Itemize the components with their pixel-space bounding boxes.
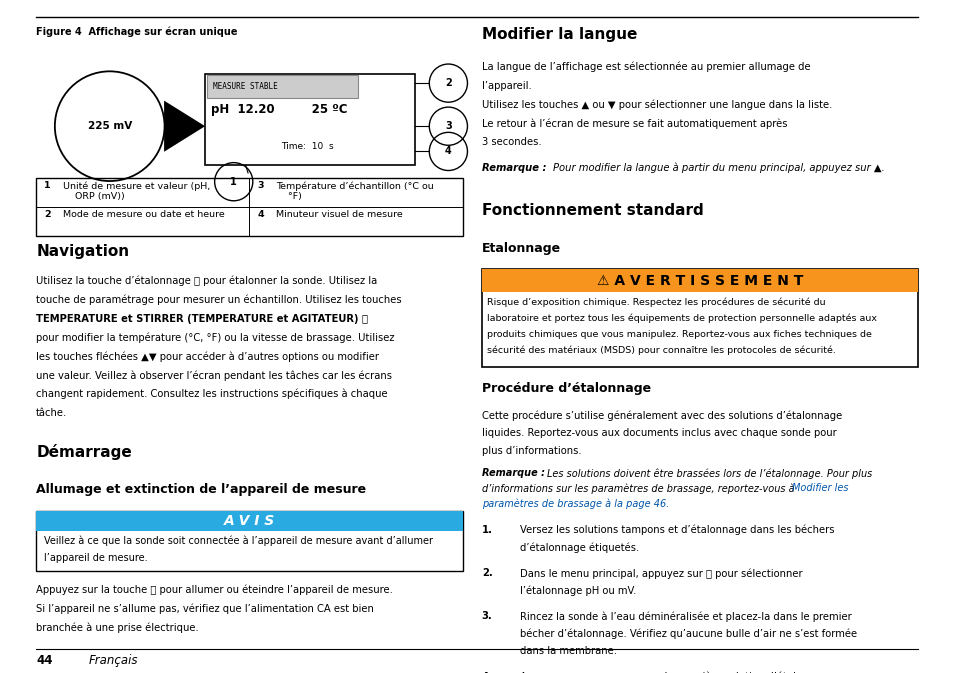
Text: une valeur. Veillez à observer l’écran pendant les tâches car les écrans: une valeur. Veillez à observer l’écran p… (36, 370, 392, 381)
Text: tâche.: tâche. (36, 408, 68, 418)
FancyBboxPatch shape (36, 511, 462, 531)
Text: Allumage et extinction de l’appareil de mesure: Allumage et extinction de l’appareil de … (36, 483, 366, 495)
Text: 44: 44 (36, 654, 52, 667)
Text: paramètres de brassage à la page 46.: paramètres de brassage à la page 46. (481, 498, 668, 509)
Text: touche de paramétrage pour mesurer un échantillon. Utilisez les touches: touche de paramétrage pour mesurer un éc… (36, 295, 401, 306)
Text: 2: 2 (444, 78, 452, 88)
Text: Etalonnage: Etalonnage (481, 242, 560, 255)
Text: Modifier la langue: Modifier la langue (481, 27, 637, 42)
Text: 4: 4 (257, 210, 263, 219)
Text: Navigation: Navigation (36, 244, 130, 258)
Text: Appuyez sur la touche ⏻ pour allumer ou éteindre l’appareil de mesure.: Appuyez sur la touche ⏻ pour allumer ou … (36, 585, 393, 596)
Text: l’appareil.: l’appareil. (481, 81, 531, 91)
Text: Veillez à ce que la sonde soit connectée à l’appareil de mesure avant d’allumer: Veillez à ce que la sonde soit connectée… (44, 535, 433, 546)
Text: dans la membrane.: dans la membrane. (519, 646, 617, 656)
Text: Mode de mesure ou date et heure: Mode de mesure ou date et heure (63, 210, 225, 219)
Text: 225 mV: 225 mV (88, 121, 132, 131)
Text: 4.: 4. (481, 672, 493, 673)
Text: 1.: 1. (481, 525, 493, 535)
Text: Cette procédure s’utilise généralement avec des solutions d’étalonnage: Cette procédure s’utilise généralement a… (481, 411, 841, 421)
Text: bécher d’étalonnage. Vérifiez qu’aucune bulle d’air ne s’est formée: bécher d’étalonnage. Vérifiez qu’aucune … (519, 629, 856, 639)
Text: branchée à une prise électrique.: branchée à une prise électrique. (36, 623, 199, 633)
Text: 4: 4 (444, 147, 452, 156)
Text: l’étalonnage pH ou mV.: l’étalonnage pH ou mV. (519, 586, 636, 596)
Text: d’étalonnage étiquetés.: d’étalonnage étiquetés. (519, 542, 639, 553)
Text: 2: 2 (44, 210, 51, 219)
Text: TEMPERATURE et STIRRER (TEMPERATURE et AGITATEUR) ᵮ: TEMPERATURE et STIRRER (TEMPERATURE et A… (36, 314, 368, 324)
Text: liquides. Reportez-vous aux documents inclus avec chaque sonde pour: liquides. Reportez-vous aux documents in… (481, 428, 836, 438)
Text: Français: Français (89, 654, 138, 667)
Text: Si l’appareil ne s’allume pas, vérifiez que l’alimentation CA est bien: Si l’appareil ne s’allume pas, vérifiez … (36, 604, 374, 614)
Text: 3: 3 (257, 181, 263, 190)
Text: Les solutions doivent être brassées lors de l’étalonnage. Pour plus: Les solutions doivent être brassées lors… (546, 468, 871, 479)
Text: Rincez la sonde à l’eau déminéralisée et placez-la dans le premier: Rincez la sonde à l’eau déminéralisée et… (519, 611, 851, 622)
FancyBboxPatch shape (481, 269, 917, 367)
Text: Appuyez sur ⫶ pour mesurer la première solution d’étalonnage.: Appuyez sur ⫶ pour mesurer la première s… (519, 672, 836, 673)
Text: changent rapidement. Consultez les instructions spécifiques à chaque: changent rapidement. Consultez les instr… (36, 389, 388, 400)
Text: sécurité des matériaux (MSDS) pour connaître les protocoles de sécurité.: sécurité des matériaux (MSDS) pour conna… (486, 346, 835, 355)
Text: pH  12.20         25 ºC: pH 12.20 25 ºC (211, 103, 347, 116)
FancyBboxPatch shape (481, 269, 917, 292)
FancyBboxPatch shape (36, 178, 462, 236)
Polygon shape (164, 100, 205, 152)
Text: 3 secondes.: 3 secondes. (481, 137, 541, 147)
Text: Unité de mesure et valeur (pH,
    ORP (mV)): Unité de mesure et valeur (pH, ORP (mV)) (63, 181, 210, 201)
Text: Démarrage: Démarrage (36, 444, 132, 460)
Text: 3.: 3. (481, 611, 492, 621)
Text: Fonctionnement standard: Fonctionnement standard (481, 203, 702, 218)
Text: 1: 1 (230, 177, 237, 186)
Text: Versez les solutions tampons et d’étalonnage dans les béchers: Versez les solutions tampons et d’étalon… (519, 525, 834, 536)
Text: les touches fléchées ▲▼ pour accéder à d’autres options ou modifier: les touches fléchées ▲▼ pour accéder à d… (36, 351, 379, 362)
Text: Le retour à l’écran de mesure se fait automatiquement après: Le retour à l’écran de mesure se fait au… (481, 118, 786, 129)
Text: 1: 1 (44, 181, 51, 190)
Text: A V I S: A V I S (224, 514, 274, 528)
Text: plus d’informations.: plus d’informations. (481, 446, 580, 456)
Text: Modifier les: Modifier les (791, 483, 847, 493)
FancyBboxPatch shape (207, 75, 357, 98)
Text: pour modifier la température (°C, °F) ou la vitesse de brassage. Utilisez: pour modifier la température (°C, °F) ou… (36, 332, 395, 343)
Text: Dans le menu principal, appuyez sur ⫶ pour sélectionner: Dans le menu principal, appuyez sur ⫶ po… (519, 568, 801, 579)
Text: Time:  10  s: Time: 10 s (281, 143, 334, 151)
Text: La langue de l’affichage est sélectionnée au premier allumage de: La langue de l’affichage est sélectionné… (481, 62, 809, 73)
Text: l’appareil de mesure.: l’appareil de mesure. (44, 553, 148, 563)
FancyBboxPatch shape (36, 511, 462, 571)
Text: ⚠ A V E R T I S S E M E N T: ⚠ A V E R T I S S E M E N T (596, 274, 802, 287)
Text: 3: 3 (444, 121, 452, 131)
Text: d’informations sur les paramètres de brassage, reportez-vous à: d’informations sur les paramètres de bra… (481, 483, 797, 494)
Text: Utilisez les touches ▲ ou ▼ pour sélectionner une langue dans la liste.: Utilisez les touches ▲ ou ▼ pour sélecti… (481, 100, 831, 110)
FancyBboxPatch shape (205, 74, 415, 165)
Text: Utilisez la touche d’étalonnage ⫶ pour étalonner la sonde. Utilisez la: Utilisez la touche d’étalonnage ⫶ pour é… (36, 276, 377, 287)
Text: Pour modifier la langue à partir du menu principal, appuyez sur ▲.: Pour modifier la langue à partir du menu… (553, 163, 884, 174)
Text: Remarque :: Remarque : (481, 468, 548, 479)
Text: Risque d’exposition chimique. Respectez les procédures de sécurité du: Risque d’exposition chimique. Respectez … (486, 297, 824, 307)
Text: produits chimiques que vous manipulez. Reportez-vous aux fiches techniques de: produits chimiques que vous manipulez. R… (486, 330, 870, 339)
Text: 2.: 2. (481, 568, 492, 578)
Text: Figure 4  Affichage sur écran unique: Figure 4 Affichage sur écran unique (36, 27, 237, 38)
Text: Procédure d’étalonnage: Procédure d’étalonnage (481, 382, 650, 395)
Text: Température d’échantillon (°C ou
    °F): Température d’échantillon (°C ou °F) (276, 181, 434, 201)
Text: Minuteur visuel de mesure: Minuteur visuel de mesure (276, 210, 402, 219)
Text: MEASURE STABLE: MEASURE STABLE (213, 82, 277, 91)
Text: laboratoire et portez tous les équipements de protection personnelle adaptés aux: laboratoire et portez tous les équipemen… (486, 314, 876, 323)
Text: Remarque :: Remarque : (481, 163, 549, 173)
